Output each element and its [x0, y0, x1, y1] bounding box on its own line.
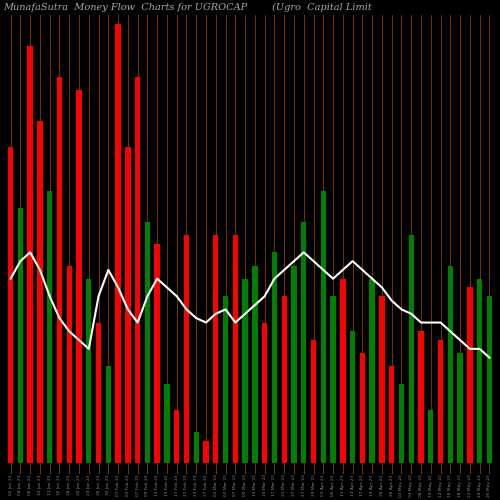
- Bar: [28, 46, 33, 463]
- Bar: [379, 296, 384, 463]
- Bar: [232, 235, 238, 463]
- Bar: [282, 296, 287, 463]
- Bar: [154, 244, 160, 463]
- Bar: [223, 296, 228, 463]
- Bar: [320, 191, 326, 463]
- Bar: [428, 410, 434, 463]
- Bar: [184, 235, 189, 463]
- Bar: [389, 366, 394, 463]
- Bar: [213, 235, 218, 463]
- Bar: [399, 384, 404, 463]
- Bar: [37, 120, 43, 463]
- Bar: [242, 278, 248, 463]
- Bar: [252, 266, 258, 463]
- Bar: [448, 266, 453, 463]
- Bar: [106, 366, 111, 463]
- Bar: [194, 432, 199, 463]
- Bar: [330, 296, 336, 463]
- Bar: [144, 222, 150, 463]
- Bar: [66, 266, 72, 463]
- Bar: [135, 77, 140, 463]
- Bar: [292, 266, 296, 463]
- Bar: [174, 410, 180, 463]
- Bar: [408, 235, 414, 463]
- Bar: [125, 147, 130, 463]
- Bar: [340, 278, 345, 463]
- Bar: [57, 77, 62, 463]
- Bar: [96, 322, 101, 463]
- Bar: [486, 296, 492, 463]
- Bar: [477, 278, 482, 463]
- Bar: [8, 147, 14, 463]
- Bar: [467, 288, 472, 463]
- Bar: [458, 353, 463, 463]
- Bar: [301, 222, 306, 463]
- Text: MunafaSutra  Money Flow  Charts for UGROCAP        (Ugro  Capital Limit: MunafaSutra Money Flow Charts for UGROCA…: [3, 3, 372, 12]
- Bar: [164, 384, 170, 463]
- Bar: [418, 332, 424, 463]
- Bar: [86, 278, 92, 463]
- Bar: [360, 353, 365, 463]
- Bar: [116, 24, 121, 463]
- Bar: [370, 278, 375, 463]
- Bar: [438, 340, 443, 463]
- Bar: [18, 208, 23, 463]
- Bar: [350, 332, 356, 463]
- Bar: [47, 191, 52, 463]
- Bar: [262, 322, 268, 463]
- Bar: [204, 441, 208, 463]
- Bar: [311, 340, 316, 463]
- Bar: [272, 252, 277, 463]
- Bar: [76, 90, 82, 463]
